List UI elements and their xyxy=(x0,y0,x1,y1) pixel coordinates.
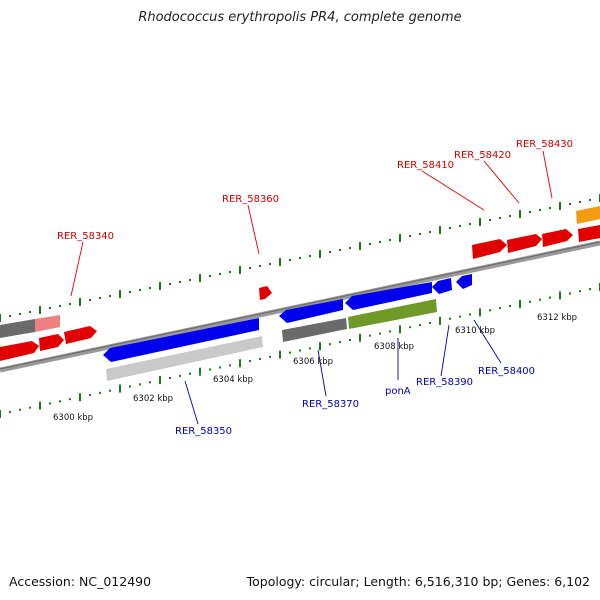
leader-line-reverse xyxy=(440,324,450,377)
label-leader-lines xyxy=(70,150,553,425)
gene-label-forward[interactable]: RER_58430 xyxy=(516,139,573,150)
gene-label-reverse[interactable]: RER_58350 xyxy=(175,426,232,437)
gene-label-forward[interactable]: RER_58360 xyxy=(222,194,279,205)
accession-text: Accession: NC_012490 xyxy=(9,574,152,589)
gene-label-forward[interactable]: RER_58420 xyxy=(454,150,511,161)
reverse-gene-arrows xyxy=(103,274,472,362)
forward-gene-arrow[interactable] xyxy=(39,334,64,351)
gene-label-forward[interactable]: RER_58410 xyxy=(397,160,454,171)
gray-feature-left xyxy=(0,319,35,338)
forward-gene-arrows xyxy=(0,225,600,361)
leader-line-forward xyxy=(542,150,553,199)
leader-line-reverse xyxy=(184,380,199,425)
scale-label: 6302 kbp xyxy=(133,394,173,404)
scale-label: 6312 kbp xyxy=(537,313,577,323)
orange-feature xyxy=(576,206,600,224)
gene-label-reverse[interactable]: RER_58400 xyxy=(478,366,535,377)
reverse-gene-arrow[interactable] xyxy=(279,299,343,323)
reverse-gene-arrow[interactable] xyxy=(456,274,472,289)
forward-gene-arrow[interactable] xyxy=(542,229,573,247)
scale-label: 6306 kbp xyxy=(293,357,333,367)
gene-label-reverse[interactable]: ponA xyxy=(385,386,411,397)
gene-label-forward[interactable]: RER_58340 xyxy=(57,231,114,242)
scale-label: 6310 kbp xyxy=(455,326,495,336)
gene-labels: RER_58340 RER_58360 RER_58410 RER_58420 … xyxy=(57,139,573,437)
scale-label: 6304 kbp xyxy=(213,375,253,385)
green-feature-ponA xyxy=(348,299,437,329)
forward-gene-arrow[interactable] xyxy=(578,225,600,242)
leader-line-forward xyxy=(421,170,485,211)
reverse-gene-arrow[interactable] xyxy=(103,318,259,362)
scale-label: 6300 kbp xyxy=(53,413,93,423)
scale-labels: 6300 kbp 6302 kbp 6304 kbp 6306 kbp 6308… xyxy=(53,313,577,423)
feature-blocks xyxy=(0,206,600,381)
reverse-gene-arrow[interactable] xyxy=(432,278,452,294)
scale-label: 6308 kbp xyxy=(374,342,414,352)
forward-gene-arrow[interactable] xyxy=(472,239,507,259)
forward-gene-arrow[interactable] xyxy=(259,286,272,300)
gene-label-reverse[interactable]: RER_58370 xyxy=(302,399,359,410)
genome-summary-text: Topology: circular; Length: 6,516,310 bp… xyxy=(246,574,590,589)
light-gray-feature xyxy=(106,336,263,381)
gene-label-reverse[interactable]: RER_58390 xyxy=(416,377,473,388)
pink-feature-left xyxy=(35,315,60,332)
leader-line-reverse xyxy=(317,349,327,397)
forward-gene-arrow[interactable] xyxy=(64,326,97,344)
tick-rails xyxy=(0,194,600,418)
reverse-gene-arrow[interactable] xyxy=(345,282,432,310)
genome-title: Rhodococcus erythropolis PR4, complete g… xyxy=(138,10,462,25)
leader-line-forward xyxy=(483,160,520,204)
forward-gene-arrow[interactable] xyxy=(507,234,542,253)
leader-line-forward xyxy=(247,204,260,255)
leader-line-reverse xyxy=(473,319,502,364)
dark-gray-feature xyxy=(282,318,347,342)
leader-line-forward xyxy=(70,241,84,297)
genome-backbone xyxy=(0,240,600,373)
forward-gene-arrow[interactable] xyxy=(0,341,39,361)
